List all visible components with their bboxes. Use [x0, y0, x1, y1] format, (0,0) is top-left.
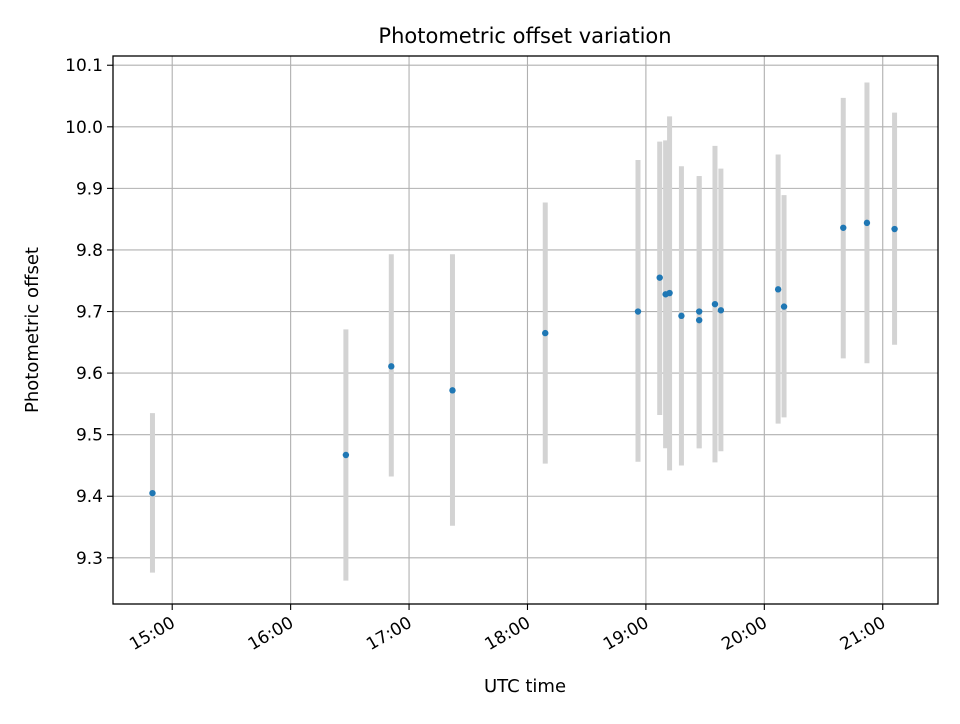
- data-point: [863, 219, 871, 227]
- data-point: [717, 307, 725, 314]
- data-point: [634, 308, 642, 315]
- y-axis-label: Photometric offset: [22, 247, 43, 413]
- data-point: [542, 329, 549, 337]
- data-point: [774, 286, 782, 293]
- data-point: [449, 387, 456, 394]
- data-point: [388, 363, 395, 370]
- data-point: [342, 451, 350, 459]
- y-tick-label: 9.3: [76, 549, 103, 569]
- data-point: [891, 225, 898, 233]
- data-point: [695, 316, 703, 324]
- plot-frame: [112, 55, 939, 605]
- y-tick-label: 9.8: [76, 241, 103, 261]
- data-point: [780, 303, 788, 310]
- x-axis-label: UTC time: [484, 676, 566, 697]
- y-tick-label: 9.4: [76, 487, 103, 507]
- y-tick-label: 9.5: [76, 426, 103, 446]
- point-layer: [149, 219, 898, 497]
- y-tick-label: 9.7: [76, 303, 103, 323]
- data-point: [840, 224, 847, 231]
- y-tick-label: 10.1: [65, 56, 103, 76]
- y-tick-label: 9.6: [76, 364, 103, 384]
- data-point: [711, 300, 719, 308]
- grid-layer: [113, 56, 938, 604]
- data-point: [678, 312, 685, 320]
- chart-title: Photometric offset variation: [378, 24, 671, 48]
- data-point: [149, 489, 156, 497]
- y-tick-label: 10.0: [65, 118, 103, 138]
- data-point: [666, 289, 673, 297]
- data-point: [695, 308, 703, 315]
- data-point: [656, 274, 663, 281]
- y-tick-label: 9.9: [76, 179, 103, 199]
